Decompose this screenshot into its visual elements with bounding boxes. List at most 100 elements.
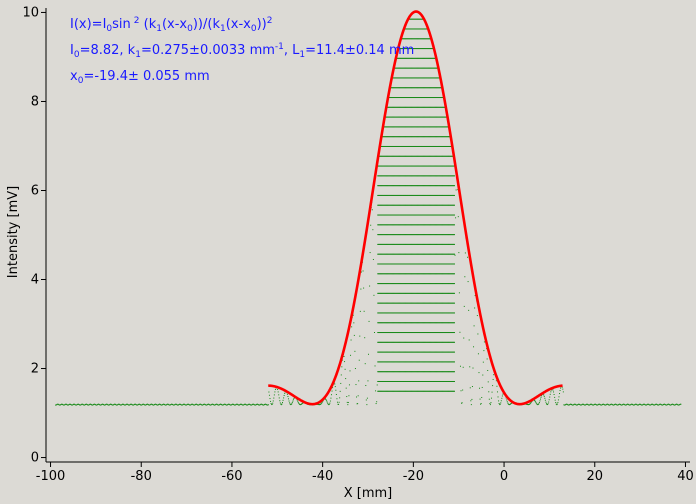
data-point: [414, 87, 416, 89]
data-point: [418, 390, 420, 392]
data-point: [378, 322, 380, 324]
data-point: [422, 57, 424, 59]
data-point: [421, 204, 423, 206]
data-point: [409, 48, 411, 50]
data-point: [400, 371, 402, 373]
data-point: [415, 214, 417, 216]
data-point: [398, 263, 400, 265]
data-point: [384, 155, 386, 157]
data-point: [434, 57, 436, 59]
data-point: [428, 263, 430, 265]
data-point: [427, 332, 429, 334]
data-point: [426, 371, 428, 373]
data-point: [438, 145, 440, 147]
data-point: [407, 204, 409, 206]
data-point: [378, 165, 380, 167]
data-point: [436, 243, 438, 245]
data-point: [427, 292, 429, 294]
data-point: [439, 116, 441, 118]
data-point: [418, 273, 420, 275]
data-point: [424, 243, 426, 245]
data-point: [380, 253, 382, 255]
data-point: [119, 404, 121, 406]
data-point: [146, 403, 148, 405]
data-point: [404, 332, 406, 334]
data-point: [420, 312, 422, 314]
data-point: [399, 234, 401, 236]
data-point: [416, 67, 418, 69]
data-point: [385, 253, 387, 255]
data-point: [396, 341, 398, 343]
data-point: [77, 403, 79, 405]
data-point: [424, 145, 426, 147]
data-point: [434, 214, 436, 216]
data-point: [391, 116, 393, 118]
data-point: [411, 18, 413, 20]
data-point: [417, 371, 419, 373]
data-point: [438, 126, 440, 128]
data-point: [416, 165, 418, 167]
data-point: [340, 374, 342, 376]
data-point: [414, 204, 416, 206]
data-point: [415, 243, 417, 245]
data-point: [391, 214, 393, 216]
data-point: [393, 165, 395, 167]
data-point: [417, 175, 419, 177]
data-point: [422, 243, 424, 245]
data-point: [405, 390, 407, 392]
data-point: [445, 312, 447, 314]
data-point: [431, 155, 433, 157]
data-point: [443, 292, 445, 294]
data-point: [431, 243, 433, 245]
data-point: [399, 332, 401, 334]
data-point: [440, 145, 442, 147]
data-point: [418, 263, 420, 265]
data-point: [387, 351, 389, 353]
data-point: [428, 302, 430, 304]
data-point: [397, 263, 399, 265]
data-point: [422, 97, 424, 99]
data-point: [135, 403, 137, 405]
data-point: [422, 145, 424, 147]
data-point: [410, 126, 412, 128]
data-point: [397, 106, 399, 108]
data-point: [378, 273, 380, 275]
data-point: [388, 263, 390, 265]
data-point: [410, 48, 412, 50]
data-point: [246, 404, 248, 406]
data-point: [386, 155, 388, 157]
data-point: [377, 263, 379, 265]
data-point: [426, 57, 428, 59]
data-point: [421, 302, 423, 304]
data-point: [321, 401, 323, 403]
data-point: [379, 371, 381, 373]
data-point: [418, 214, 420, 216]
data-point: [419, 165, 421, 167]
data-point: [410, 18, 412, 20]
data-point: [408, 283, 410, 285]
data-point: [388, 175, 390, 177]
data-point: [147, 403, 149, 405]
data-point: [56, 404, 58, 406]
data-point: [399, 224, 401, 226]
data-point: [387, 165, 389, 167]
data-point: [395, 106, 397, 108]
data-point: [419, 77, 421, 79]
data-point: [403, 38, 405, 40]
data-point: [410, 253, 412, 255]
data-point: [406, 28, 408, 30]
data-point: [390, 106, 392, 108]
data-point: [418, 136, 420, 138]
data-point: [382, 312, 384, 314]
data-point: [395, 145, 397, 147]
data-point: [417, 224, 419, 226]
data-point: [432, 253, 434, 255]
data-point: [434, 204, 436, 206]
data-point: [422, 185, 424, 187]
data-point: [233, 404, 235, 406]
data-point: [391, 243, 393, 245]
data-point: [387, 185, 389, 187]
data-point: [430, 371, 432, 373]
data-point: [399, 234, 401, 236]
data-point: [436, 145, 438, 147]
